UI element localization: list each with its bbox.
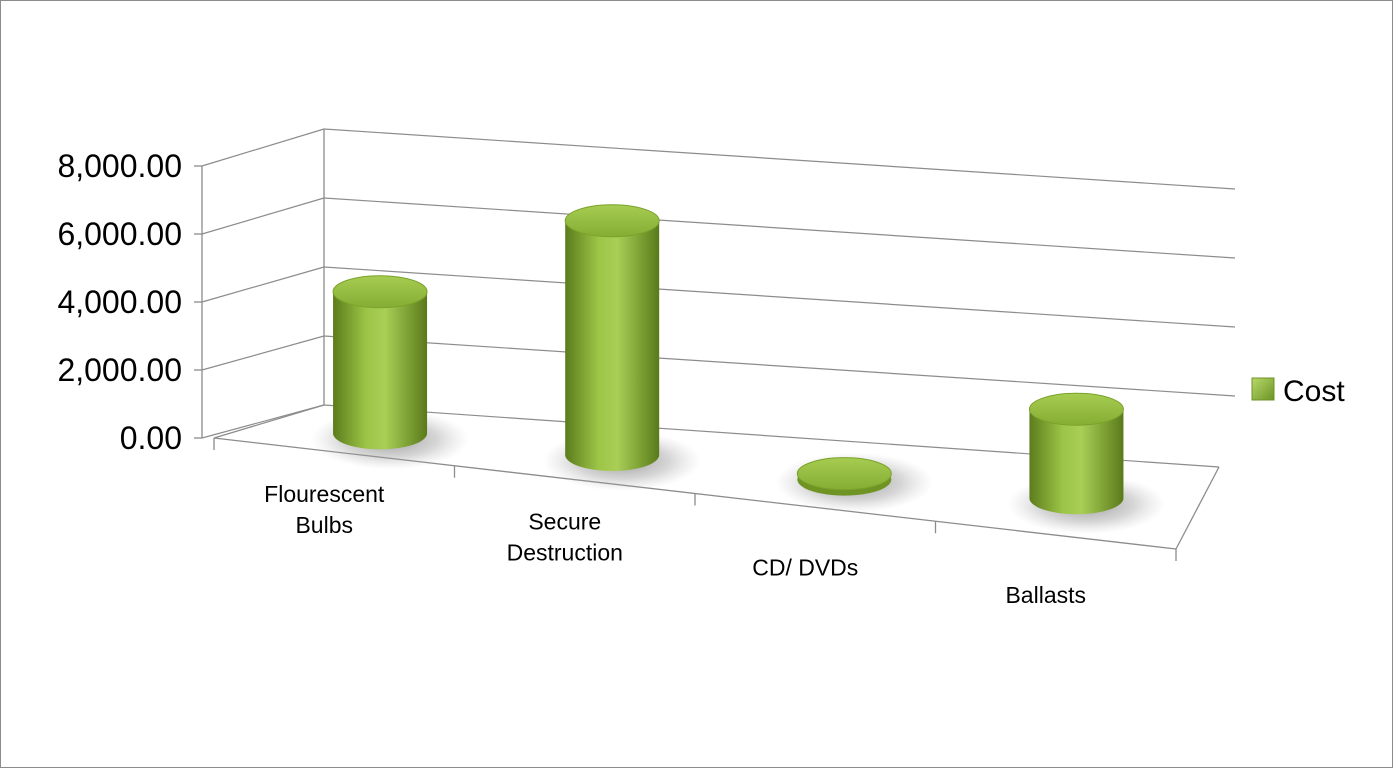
bar-top [796, 457, 892, 491]
y-tick-label: 0.00 [120, 420, 182, 456]
bar-top [564, 204, 660, 238]
bar-body [565, 220, 660, 471]
bar-body [1029, 409, 1124, 515]
bar-body [333, 291, 428, 450]
gridline-back-2 [323, 266, 1236, 328]
gridline-side-1 [201, 335, 325, 371]
bar-cylinder[interactable] [311, 275, 470, 470]
bar-cylinder[interactable] [775, 452, 934, 513]
legend: Cost [1251, 375, 1345, 408]
gridline-back-1 [323, 335, 1236, 397]
bar-cylinder[interactable] [543, 204, 702, 491]
x-category-label: CD/ DVDs [752, 554, 858, 580]
gridline-side-3 [201, 197, 325, 235]
floor-left-edge [213, 404, 325, 439]
x-category-label: Secure Destruction [507, 509, 623, 566]
x-category-label: Flourescent Bulbs [264, 481, 385, 538]
legend-swatch [1251, 377, 1275, 401]
gridline-side-2 [201, 266, 325, 303]
y-tick-label: 4,000.00 [57, 284, 182, 320]
y-tick-label: 2,000.00 [57, 352, 182, 388]
gridline-back-4 [323, 128, 1236, 190]
gridline-side-4 [201, 128, 325, 167]
y-tick-label: 8,000.00 [57, 148, 182, 184]
legend-label: Cost [1283, 375, 1345, 408]
y-tick-label: 6,000.00 [57, 216, 182, 252]
bar-cylinder[interactable] [1007, 392, 1166, 535]
x-category-label: Ballasts [1005, 582, 1086, 608]
bar-top [1028, 392, 1124, 426]
bar-top [332, 275, 428, 309]
gridline-back-3 [323, 197, 1236, 259]
floor-right-edge [1175, 466, 1220, 550]
